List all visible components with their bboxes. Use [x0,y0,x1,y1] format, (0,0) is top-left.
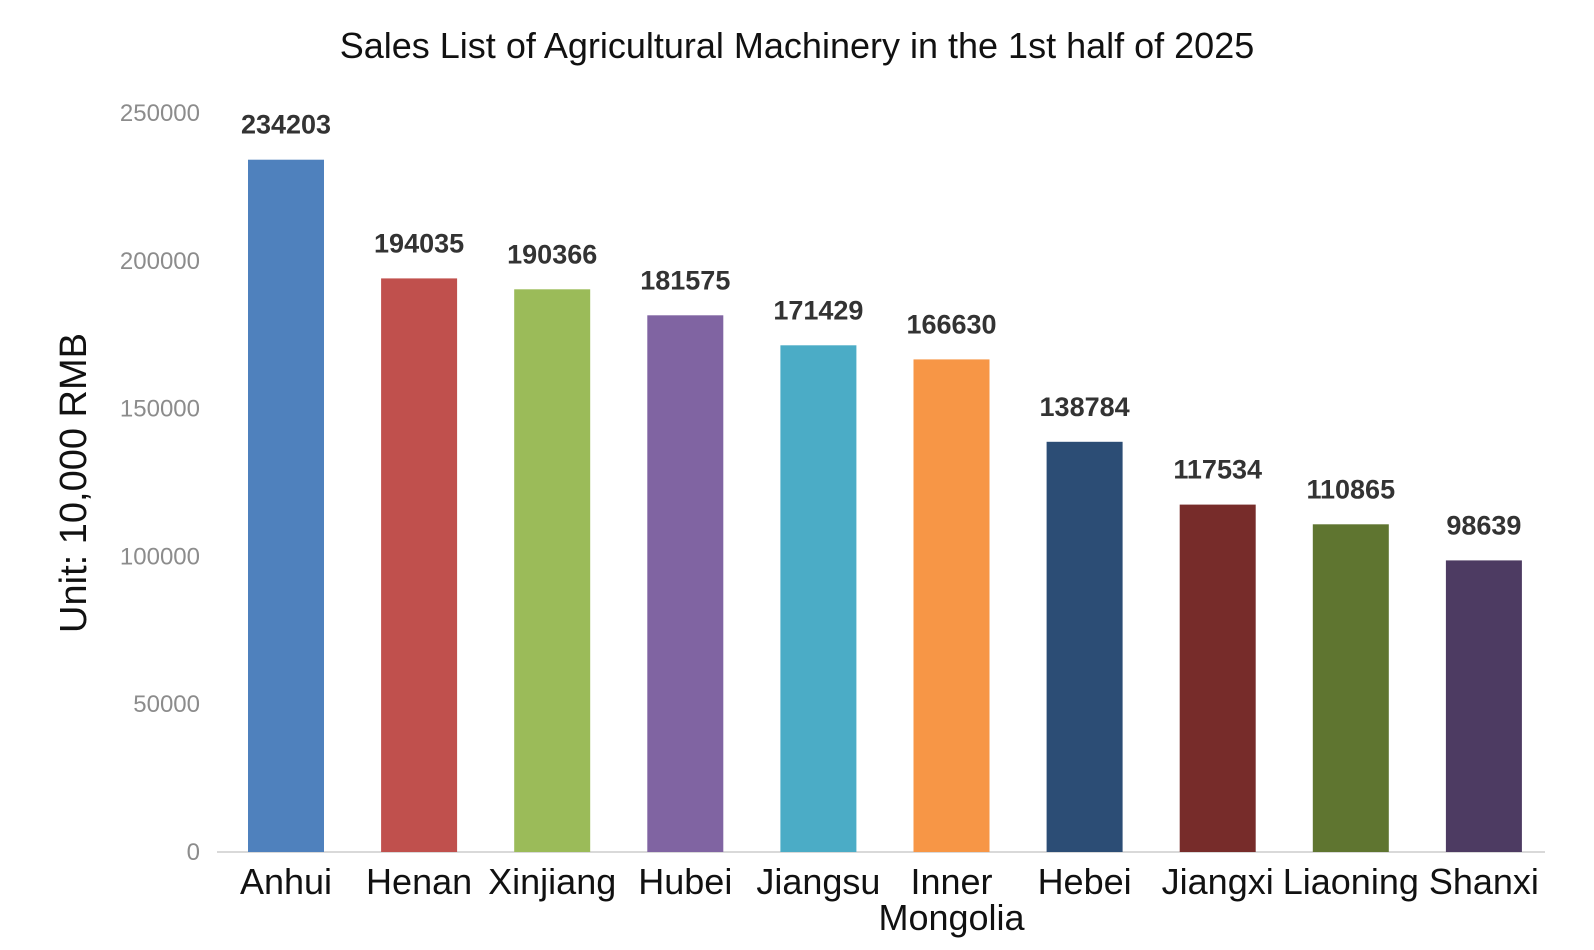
data-label: 190366 [507,239,597,269]
bar-anhui [248,159,324,852]
x-tick-label-line: Hebei [1038,861,1132,902]
x-tick-label: Henan [366,861,472,902]
bar-liaoning [1312,524,1389,852]
bars-group [248,159,1522,852]
x-tick-label: Jiangsu [756,861,880,902]
x-tick-label-line: Inner [910,861,992,902]
data-label: 117534 [1173,455,1262,485]
bar-inner-mongolia [913,359,990,852]
x-tick-label: Liaoning [1283,861,1419,902]
category-labels-group: Anhui Henan Xinjiang Hubei Jiangsu Inner Mongo… [240,861,1539,938]
x-tick-label-line: Shanxi [1429,861,1539,902]
bar-jiangxi [1179,504,1256,852]
y-axis-label: Unit: 10,000 RMB [53,333,95,633]
x-tick-label: Anhui [240,861,332,902]
data-label: 181575 [640,265,730,295]
bar-xinjiang [514,289,591,852]
y-tick-label: 250000 [120,100,200,127]
x-tick-label-line: Jiangxi [1162,861,1274,902]
x-tick-label-line: Henan [366,861,472,902]
y-tick-label: 150000 [120,396,200,423]
bar-jiangsu [780,345,857,852]
x-tick-label-line: Hubei [638,861,732,902]
chart-title: Sales List of Agricultural Machinery in … [340,25,1255,66]
x-tick-label-line: Jiangsu [756,861,880,902]
x-tick-label: Xinjiang [488,861,616,902]
bar-hebei [1046,441,1123,852]
x-tick-label: Jiangxi [1162,861,1274,902]
x-tick-label: Inner Mongolia [878,861,1025,938]
data-label: 234203 [241,110,331,140]
y-tick-label: 0 [187,839,200,866]
x-tick-label: Hebei [1038,861,1132,902]
data-label: 171429 [773,295,863,325]
x-tick-label-line: Liaoning [1283,861,1419,902]
data-label: 110865 [1306,474,1395,504]
value-labels-group: 234203 194035 190366 181575 171429 166630 1387… [241,110,1522,541]
x-tick-label-line: Xinjiang [488,861,616,902]
bar-henan [381,278,458,852]
data-label: 98639 [1446,510,1521,540]
data-label: 166630 [906,309,996,339]
x-tick-label-line: Anhui [240,861,332,902]
bar-shanxi [1445,560,1522,852]
x-tick-label: Shanxi [1429,861,1539,902]
y-tick-label: 100000 [120,543,200,570]
y-axis-ticks: 0 50000 100000 150000 200000 250000 [120,100,200,866]
y-tick-label: 200000 [120,248,200,275]
data-label: 138784 [1040,392,1130,422]
x-tick-label: Hubei [638,861,732,902]
data-label: 194035 [374,228,464,258]
y-tick-label: 50000 [133,691,200,718]
bar-hubei [647,315,724,852]
x-tick-label-line: Mongolia [878,897,1025,938]
